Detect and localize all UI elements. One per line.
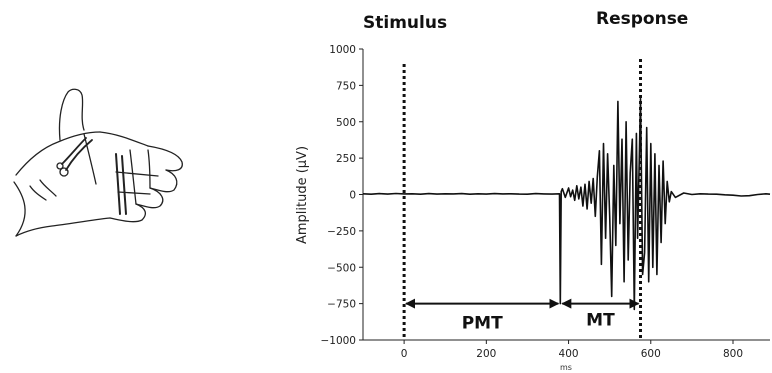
y-axis-label: Amplitude (μV) [295,146,310,244]
emg-trace [363,99,770,310]
x-axis-label: ms [560,363,572,372]
y-tick-label: 500 [336,117,356,129]
y-tick-label: −750 [327,299,356,311]
response-label: Response [596,9,688,29]
x-tick-label: 800 [723,348,743,360]
y-ticks: 1000 750 500 250 0 −250 −500 −750 −1000 [320,44,363,347]
y-tick-label: −1000 [320,335,356,347]
stimulus-label: Stimulus [363,13,447,33]
y-tick-label: 0 [349,190,356,202]
y-tick-label: −500 [327,262,356,274]
pmt-label: PMT [462,314,503,334]
hand-illustration [14,89,182,236]
y-tick-label: 250 [336,153,356,165]
mt-label: MT [586,311,615,331]
y-tick-label: −250 [327,226,356,238]
x-tick-label: 0 [401,348,408,360]
x-ticks: 0 200 400 600 800 [401,340,743,360]
y-tick-label: 750 [336,80,356,92]
x-tick-label: 200 [476,348,496,360]
x-tick-label: 400 [559,348,579,360]
y-tick-label: 1000 [329,44,356,56]
plot-area: 1000 750 500 250 0 −250 −500 −750 −1000 0 200 400 6… [320,44,770,360]
x-tick-label: 600 [641,348,661,360]
